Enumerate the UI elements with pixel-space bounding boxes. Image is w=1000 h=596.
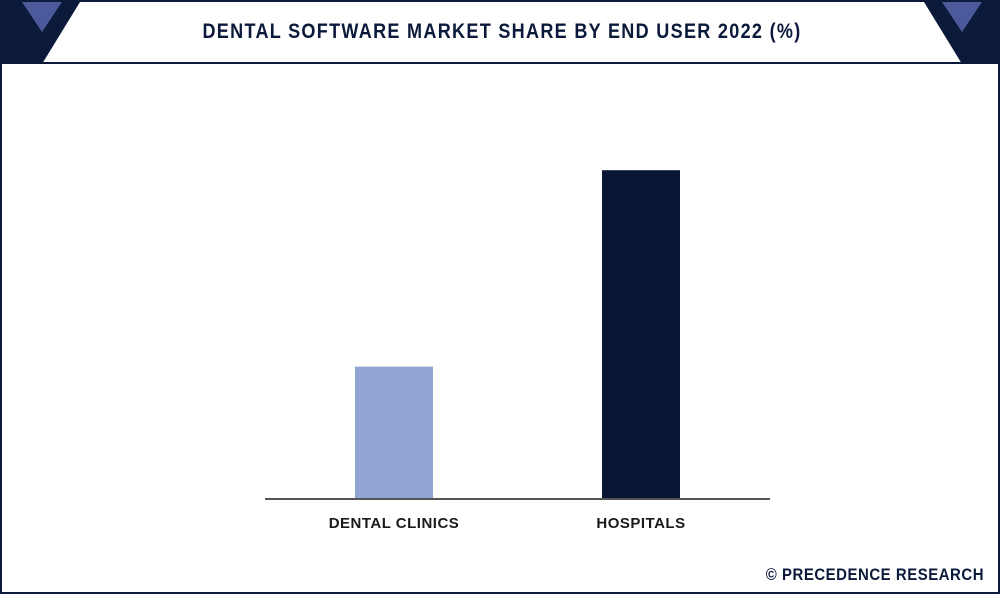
header-band xyxy=(2,2,1000,64)
x-tick-label-hospitals: HOSPITALS xyxy=(596,515,685,532)
bar-dental-clinics xyxy=(355,366,433,499)
x-tick-labels: DENTAL CLINICS HOSPITALS xyxy=(329,515,685,532)
chart-title: DENTAL SOFTWARE MARKET SHARE BY END USER… xyxy=(202,20,802,43)
credit-text: © PRECEDENCE RESEARCH xyxy=(765,565,984,584)
bars-group xyxy=(355,170,680,499)
header-left-corner xyxy=(2,2,80,64)
header-right-corner xyxy=(924,2,1000,64)
header-right-accent xyxy=(942,2,982,32)
bar-hospitals xyxy=(602,170,680,499)
x-tick-label-dental-clinics: DENTAL CLINICS xyxy=(329,515,460,532)
header-left-accent xyxy=(22,2,62,32)
